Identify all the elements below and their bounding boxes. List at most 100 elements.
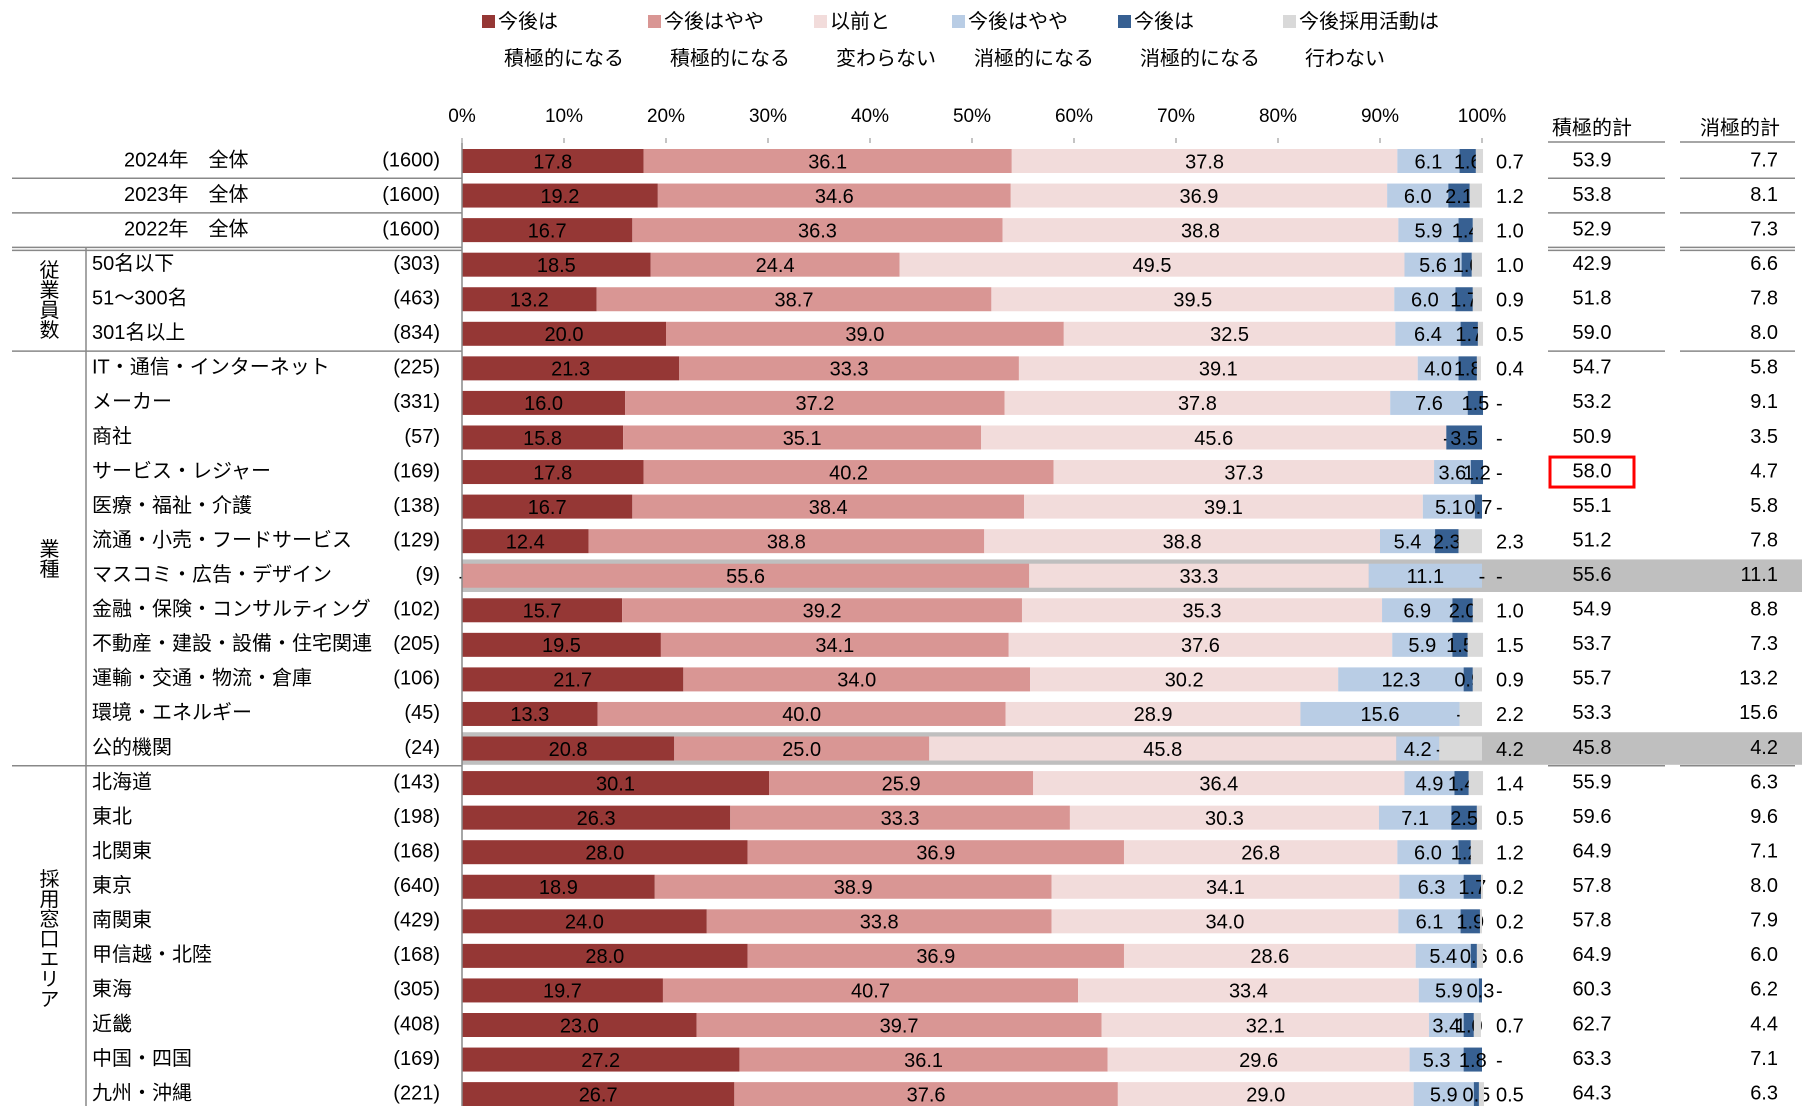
category-label: 北関東 <box>92 839 152 862</box>
bar-segment <box>1469 183 1482 208</box>
total-header: 消極的計 <box>1700 116 1780 139</box>
bar-segment <box>734 1082 1118 1106</box>
sample-size: (24) <box>404 737 440 759</box>
bar-segment <box>1474 494 1482 519</box>
sample-size: (102) <box>393 599 440 621</box>
category-label: マスコミ・広告・デザイン <box>92 563 332 586</box>
bar-value-label: 24.4 <box>756 255 795 277</box>
bar-segment <box>1394 287 1456 312</box>
bar-segment <box>1467 632 1484 657</box>
bar-segment <box>1392 632 1453 657</box>
total-value: 7.7 <box>1750 149 1778 171</box>
category-label: 東海 <box>92 978 132 1001</box>
bar-segment <box>462 321 666 346</box>
bar-segment <box>462 909 707 934</box>
bar-segment <box>1470 943 1477 968</box>
bar-value-label: 38.8 <box>767 531 806 553</box>
bar-segment <box>1463 874 1481 899</box>
legend-label: 今後はやや消極的になる <box>968 10 1094 70</box>
bar-value-label: 0.9 <box>1496 670 1524 692</box>
bar-segment <box>462 771 770 796</box>
x-tick-label: 50% <box>953 106 991 127</box>
bar-value-label: 39.0 <box>845 324 884 346</box>
total-value: 8.8 <box>1750 599 1778 621</box>
sample-size: (9) <box>416 564 440 586</box>
bar-segment <box>1300 701 1460 726</box>
bar-segment <box>1368 563 1482 588</box>
bar-value-label: 7.1 <box>1401 808 1429 830</box>
bar-value-label: 26.3 <box>577 808 616 830</box>
bar-segment <box>1399 874 1464 899</box>
bar-segment <box>1471 252 1482 277</box>
total-value: 55.1 <box>1573 495 1612 517</box>
bar-segment <box>1478 978 1482 1003</box>
bar-segment <box>1478 1082 1485 1106</box>
bar-value-label: 2.0 <box>1449 601 1477 623</box>
bar-segment <box>1117 1082 1414 1106</box>
legend-label: 以前と変わらない <box>830 10 936 70</box>
bar-segment <box>991 287 1395 312</box>
total-value: 4.2 <box>1750 737 1778 759</box>
bar-value-label: 4.2 <box>1404 739 1432 761</box>
category-label: 51～300名 <box>92 287 188 310</box>
total-value: 7.8 <box>1750 288 1778 310</box>
total-value: 51.8 <box>1573 288 1612 310</box>
bar-value-label: 26.8 <box>1241 842 1280 864</box>
bar-segment <box>747 840 1124 865</box>
bar-segment <box>1455 287 1473 312</box>
bar-segment <box>1398 218 1459 243</box>
bar-value-label: 32.1 <box>1246 1015 1285 1037</box>
bar-segment <box>1069 805 1379 830</box>
bar-value-label: 6.0 <box>1404 186 1432 208</box>
bar-segment <box>666 321 1064 346</box>
bar-value-label: 13.3 <box>510 704 549 726</box>
total-value: 6.2 <box>1750 979 1778 1001</box>
sample-size: (169) <box>393 460 440 482</box>
bar-value-label: 16.7 <box>528 497 567 519</box>
bar-segment <box>462 736 675 761</box>
total-value: 53.8 <box>1573 184 1612 206</box>
bar-value-label: 38.8 <box>1163 531 1202 553</box>
bar-segment <box>1382 598 1453 623</box>
sample-size: (225) <box>393 357 440 379</box>
bar-value-label: 1.4 <box>1496 773 1524 795</box>
bar-segment <box>623 425 982 450</box>
sample-size: (221) <box>393 1082 440 1104</box>
bar-value-label: 3.4 <box>1432 1015 1460 1037</box>
bar-value-label: - <box>1479 566 1486 588</box>
sample-size: (834) <box>393 322 440 344</box>
bar-segment <box>1395 321 1461 346</box>
bar-segment <box>1460 909 1480 934</box>
bar-segment <box>1387 183 1449 208</box>
bar-value-label: 1.9 <box>1456 912 1484 934</box>
bar-segment <box>1459 701 1482 726</box>
total-value: 57.8 <box>1573 875 1612 897</box>
bar-segment <box>462 183 658 208</box>
total-value: 45.8 <box>1573 737 1612 759</box>
bar-segment <box>1397 149 1460 173</box>
bar-segment <box>462 701 598 726</box>
category-label: 東北 <box>92 805 132 828</box>
sample-size: (463) <box>393 288 440 310</box>
bar-segment <box>1051 909 1399 934</box>
bar-segment <box>462 1013 697 1037</box>
bar-value-label: 1.2 <box>1463 462 1491 484</box>
bar-segment <box>1448 183 1470 208</box>
sample-size: (57) <box>404 426 440 448</box>
category-label: 公的機関 <box>92 736 172 759</box>
x-tick-label: 0% <box>448 106 476 127</box>
bar-value-label: 28.6 <box>1250 946 1289 968</box>
bar-segment <box>1439 736 1482 761</box>
bar-value-label: 6.1 <box>1416 912 1444 934</box>
bar-value-label: 1.0 <box>1496 601 1524 623</box>
bar-value-label: 1.5 <box>1446 635 1474 657</box>
bar-segment <box>643 149 1012 173</box>
category-label: メーカー <box>92 391 172 413</box>
bar-value-label: 39.1 <box>1199 359 1238 381</box>
bar-segment <box>1030 667 1339 692</box>
total-value: 53.7 <box>1573 633 1612 655</box>
highlight-box <box>1548 455 1636 489</box>
bar-value-label: 34.0 <box>1205 912 1244 934</box>
bar-value-label: 37.6 <box>1181 635 1220 657</box>
